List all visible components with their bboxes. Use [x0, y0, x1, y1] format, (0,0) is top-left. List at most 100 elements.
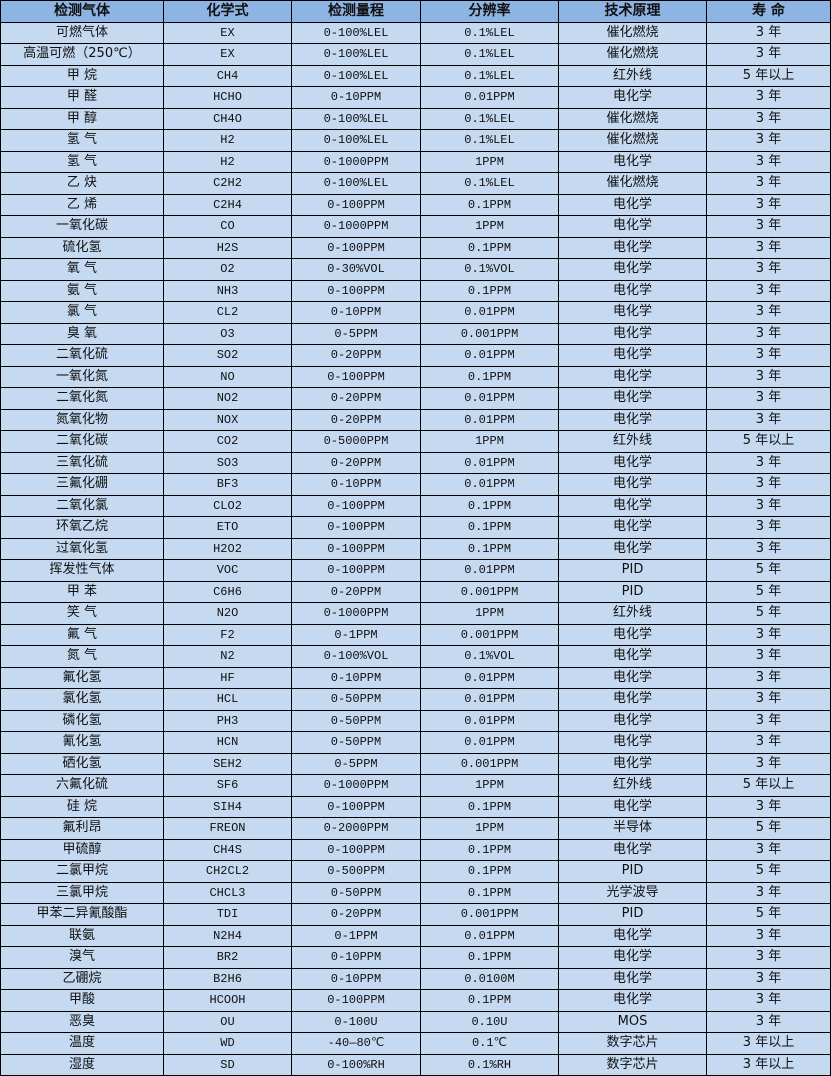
cell-formula: NH3 [163, 279, 292, 302]
cell-principle: 电化学 [558, 322, 707, 345]
cell-resolution: 1PPM [420, 430, 559, 453]
cell-range: 0-100PPM [291, 537, 421, 560]
table-row: 二氧化硫 SO2 0-20PPM 0.01PPM 电化学 3 年 [0, 344, 831, 367]
cell-lifetime: 3 年 [706, 301, 831, 324]
cell-resolution: 0.0100M [420, 967, 559, 990]
cell-lifetime: 5 年以上 [706, 64, 831, 87]
cell-gas: 甲 醛 [0, 86, 164, 109]
cell-resolution: 0.1℃ [420, 1032, 559, 1055]
cell-gas: 环氧乙烷 [0, 516, 164, 539]
cell-resolution: 0.1%LEL [420, 129, 559, 152]
table-row: 臭 氧 O3 0-5PPM 0.001PPM 电化学 3 年 [0, 322, 831, 345]
table-row: 高温可燃（250℃） EX 0-100%LEL 0.1%LEL 催化燃烧 3 年 [0, 43, 831, 66]
cell-formula: F2 [163, 623, 292, 646]
cell-range: 0-20PPM [291, 451, 421, 474]
table-row: 氯化氢 HCL 0-50PPM 0.01PPM 电化学 3 年 [0, 688, 831, 711]
cell-lifetime: 3 年 [706, 43, 831, 66]
cell-range: 0-1000PPM [291, 602, 421, 625]
cell-resolution: 0.1PPM [420, 946, 559, 969]
cell-gas: 二氧化氮 [0, 387, 164, 410]
table-row: 环氧乙烷 ETO 0-100PPM 0.1PPM 电化学 3 年 [0, 516, 831, 539]
cell-range: 0-10PPM [291, 473, 421, 496]
table-row: 二氧化氮 NO2 0-20PPM 0.01PPM 电化学 3 年 [0, 387, 831, 410]
cell-resolution: 0.1PPM [420, 989, 559, 1012]
cell-formula: CHCL3 [163, 881, 292, 904]
cell-range: 0-1000PPM [291, 774, 421, 797]
cell-resolution: 0.001PPM [420, 580, 559, 603]
cell-range: 0-100%LEL [291, 43, 421, 66]
cell-principle: 电化学 [558, 752, 707, 775]
cell-principle: 电化学 [558, 666, 707, 689]
cell-principle: 电化学 [558, 709, 707, 732]
table-row: 氮 气 N2 0-100%VOL 0.1%VOL 电化学 3 年 [0, 645, 831, 668]
cell-range: 0-5PPM [291, 322, 421, 345]
cell-formula: SEH2 [163, 752, 292, 775]
cell-range: 0-30%VOL [291, 258, 421, 281]
cell-lifetime: 3 年 [706, 258, 831, 281]
cell-gas: 氯 气 [0, 301, 164, 324]
cell-principle: 数字芯片 [558, 1053, 707, 1076]
cell-gas: 臭 氧 [0, 322, 164, 345]
cell-range: 0-10PPM [291, 86, 421, 109]
table-row: 乙 炔 C2H2 0-100%LEL 0.1%LEL 催化燃烧 3 年 [0, 172, 831, 195]
cell-principle: 红外线 [558, 430, 707, 453]
cell-formula: HCHO [163, 86, 292, 109]
header-principle: 技术原理 [558, 0, 707, 23]
cell-formula: H2 [163, 150, 292, 173]
cell-principle: 催化燃烧 [558, 129, 707, 152]
table-row: 氮氧化物 NOX 0-20PPM 0.01PPM 电化学 3 年 [0, 408, 831, 431]
cell-resolution: 0.1PPM [420, 236, 559, 259]
cell-principle: 电化学 [558, 838, 707, 861]
cell-principle: 半导体 [558, 817, 707, 840]
cell-range: 0-100PPM [291, 516, 421, 539]
cell-gas: 溴气 [0, 946, 164, 969]
cell-range: 0-10PPM [291, 946, 421, 969]
cell-range: 0-100%LEL [291, 64, 421, 87]
cell-resolution: 0.1PPM [420, 365, 559, 388]
cell-principle: 电化学 [558, 86, 707, 109]
cell-gas: 甲 苯 [0, 580, 164, 603]
table-row: 过氧化氢 H2O2 0-100PPM 0.1PPM 电化学 3 年 [0, 537, 831, 560]
cell-formula: SF6 [163, 774, 292, 797]
cell-formula: ETO [163, 516, 292, 539]
cell-gas: 乙 炔 [0, 172, 164, 195]
cell-range: 0-10PPM [291, 666, 421, 689]
table-row: 甲硫醇 CH4S 0-100PPM 0.1PPM 电化学 3 年 [0, 838, 831, 861]
cell-resolution: 0.1%RH [420, 1053, 559, 1076]
cell-range: 0-500PPM [291, 860, 421, 883]
cell-principle: 电化学 [558, 344, 707, 367]
cell-lifetime: 5 年 [706, 580, 831, 603]
cell-resolution: 0.01PPM [420, 473, 559, 496]
cell-lifetime: 3 年 [706, 215, 831, 238]
cell-gas: 甲硫醇 [0, 838, 164, 861]
cell-principle: PID [558, 559, 707, 582]
cell-principle: 电化学 [558, 516, 707, 539]
cell-range: 0-100%LEL [291, 107, 421, 130]
cell-lifetime: 3 年 [706, 473, 831, 496]
table-body: 可燃气体 EX 0-100%LEL 0.1%LEL 催化燃烧 3 年高温可燃（250℃） E… [0, 21, 831, 1076]
cell-lifetime: 3 年 [706, 838, 831, 861]
cell-principle: 电化学 [558, 989, 707, 1012]
cell-principle: 电化学 [558, 193, 707, 216]
cell-principle: 电化学 [558, 731, 707, 754]
cell-principle: 电化学 [558, 150, 707, 173]
table-row: 氟化氢 HF 0-10PPM 0.01PPM 电化学 3 年 [0, 666, 831, 689]
cell-range: 0-20PPM [291, 580, 421, 603]
cell-resolution: 0.01PPM [420, 731, 559, 754]
cell-formula: C6H6 [163, 580, 292, 603]
cell-formula: H2O2 [163, 537, 292, 560]
cell-principle: 电化学 [558, 279, 707, 302]
header-formula: 化学式 [163, 0, 292, 23]
cell-formula: SD [163, 1053, 292, 1076]
cell-principle: 催化燃烧 [558, 107, 707, 130]
cell-gas: 二氯甲烷 [0, 860, 164, 883]
cell-gas: 温度 [0, 1032, 164, 1055]
table-row: 恶臭 OU 0-100U 0.10U MOS 3 年 [0, 1010, 831, 1033]
cell-formula: CLO2 [163, 494, 292, 517]
cell-resolution: 0.1%LEL [420, 172, 559, 195]
cell-gas: 氮氧化物 [0, 408, 164, 431]
cell-gas: 二氧化氯 [0, 494, 164, 517]
table-row: 笑 气 N2O 0-1000PPM 1PPM 红外线 5 年 [0, 602, 831, 625]
cell-range: 0-1000PPM [291, 150, 421, 173]
header-resolution: 分辨率 [420, 0, 559, 23]
